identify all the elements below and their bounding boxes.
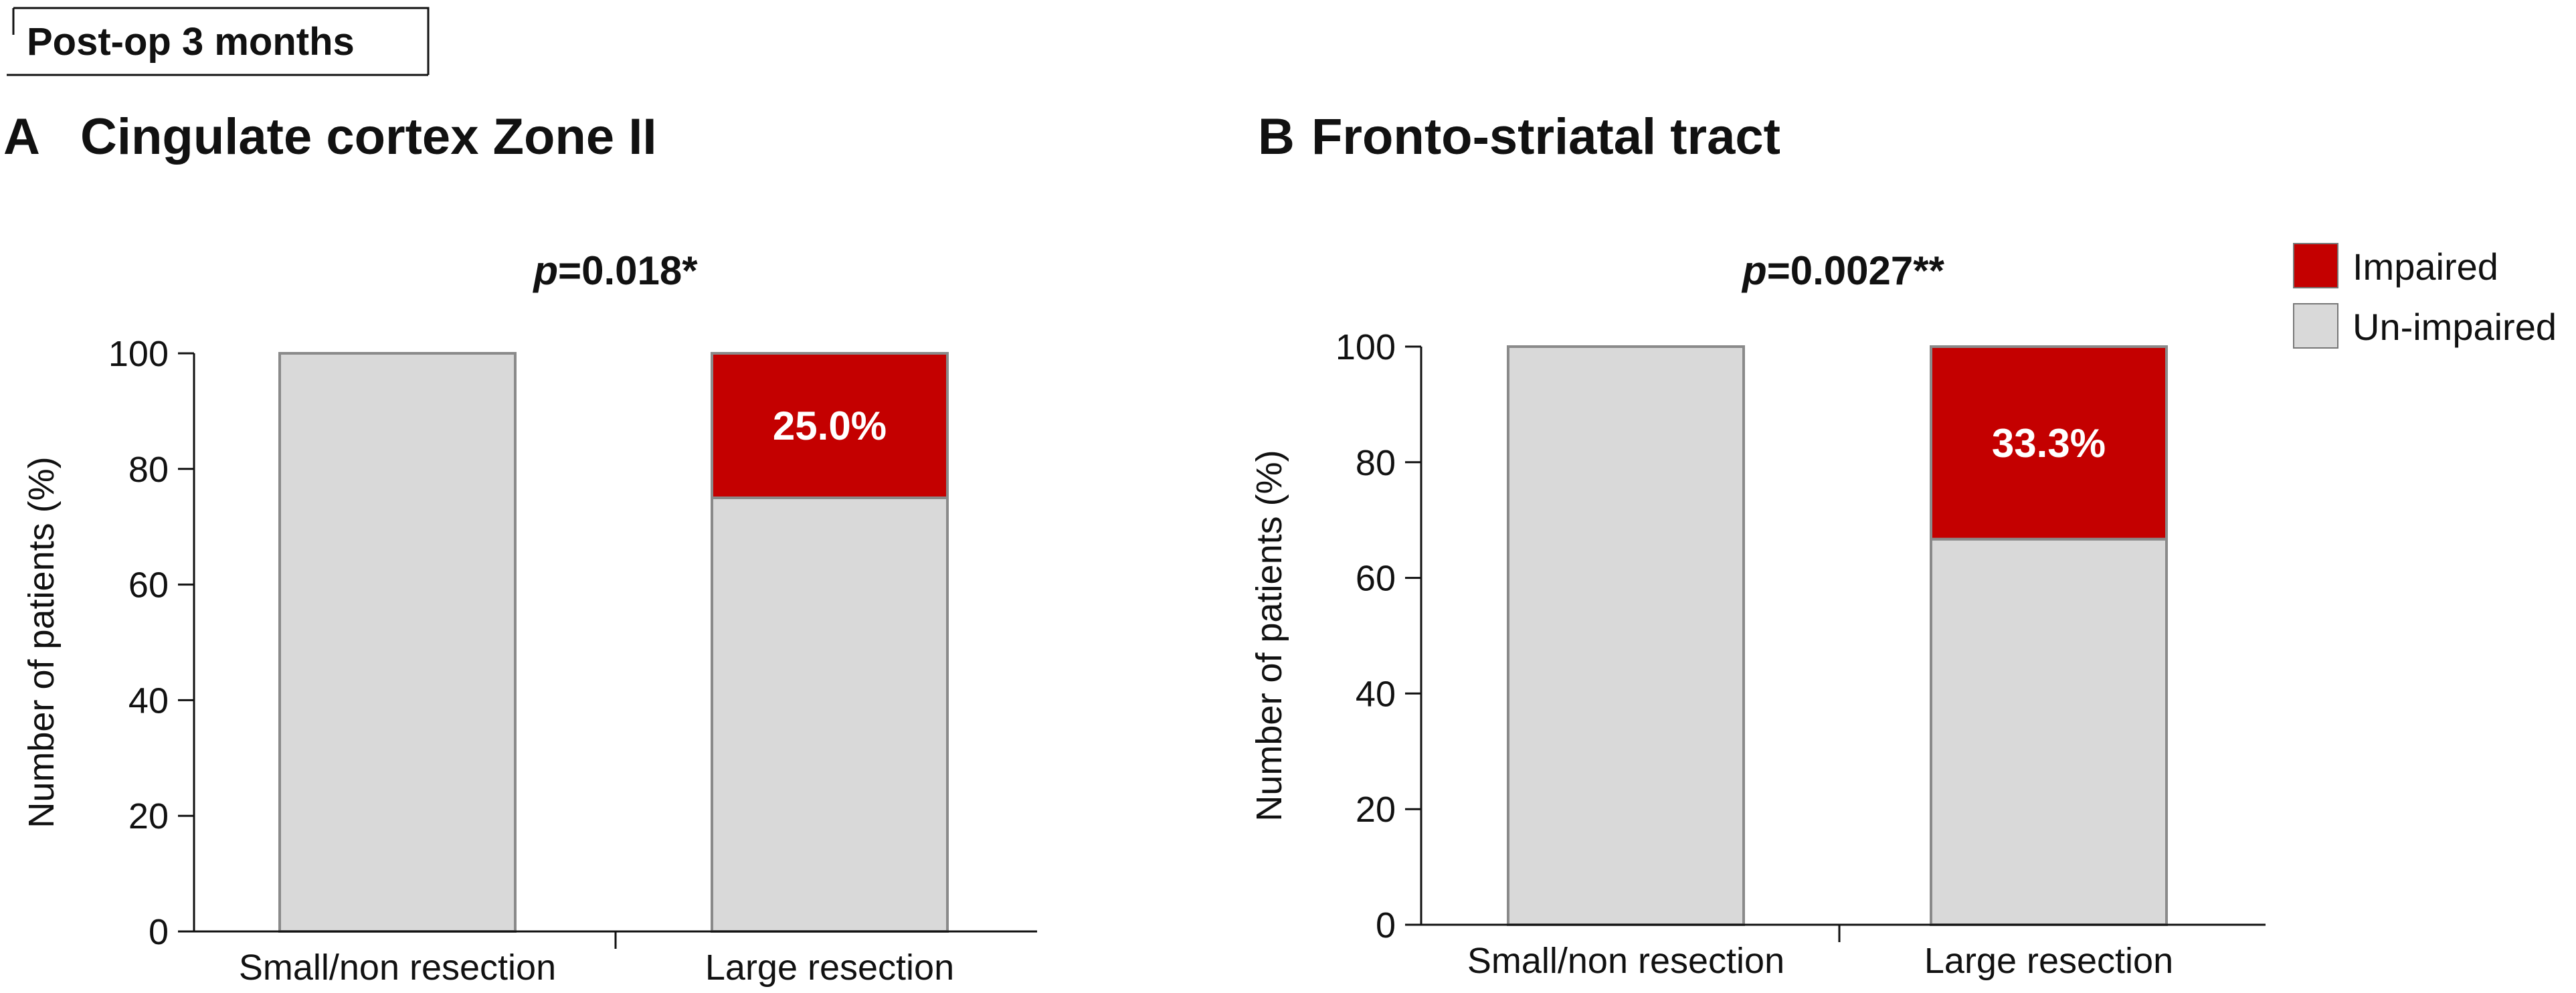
- bar-un-impaired-1: [711, 496, 949, 933]
- p-value-annotation: p=0.018*: [532, 248, 698, 293]
- p-value-annotation: p=0.0027**: [1741, 248, 1945, 293]
- bar-impaired-1: [1930, 345, 2168, 541]
- x-tick-label-1: Large resection: [705, 947, 954, 988]
- y-tick-label: 40: [128, 681, 169, 721]
- y-tick-label: 100: [108, 334, 169, 374]
- legend-swatch-impaired: [2293, 243, 2338, 288]
- legend-swatch-unimpaired: [2293, 303, 2338, 349]
- p-value-symbol: p: [532, 248, 558, 293]
- p-value-text: =0.018*: [558, 248, 698, 293]
- chart-panel-a: A Cingulate cortex Zone II p=0.018* Small/n…: [3, 108, 1037, 988]
- y-tick-label: 20: [128, 796, 169, 836]
- y-tick-label: 0: [1376, 905, 1396, 945]
- x-tick-label-0: Small/non resection: [239, 947, 556, 988]
- y-tick-label: 60: [128, 565, 169, 606]
- bar-un-impaired-0: [1507, 345, 1745, 926]
- y-tick-label: 80: [128, 450, 169, 490]
- panel-letter: B: [1258, 108, 1295, 165]
- header-label: Post-op 3 months: [27, 20, 355, 64]
- x-tick-label-1: Large resection: [1924, 941, 2173, 981]
- y-axis-label: Number of patients (%): [21, 456, 62, 828]
- data-label-1: 33.3%: [1992, 421, 2106, 466]
- y-axis-label: Number of patients (%): [1249, 450, 1289, 821]
- header-badge: Post-op 3 months: [7, 7, 430, 76]
- y-tick-label: 0: [149, 912, 169, 952]
- y-tick-label: 80: [1356, 443, 1396, 483]
- p-value-symbol: p: [1741, 248, 1767, 293]
- y-tick-label: 20: [1356, 790, 1396, 830]
- chart-title: Cingulate cortex Zone II: [80, 108, 656, 165]
- p-value-text: =0.0027**: [1767, 248, 1945, 293]
- legend: Impaired Un-impaired: [2293, 243, 2557, 349]
- y-tick-label: 40: [1356, 674, 1396, 714]
- bar-impaired-1: [711, 352, 949, 499]
- panels: A Cingulate cortex Zone IIp=0.018*Small/n…: [3, 108, 2266, 988]
- legend-label-impaired: Impaired: [2353, 246, 2498, 288]
- data-label-1: 25.0%: [773, 403, 887, 448]
- panel-letter: A: [3, 108, 40, 165]
- bar-un-impaired-0: [278, 352, 517, 933]
- bar-un-impaired-1: [1930, 537, 2168, 926]
- legend-label-unimpaired: Un-impaired: [2353, 306, 2557, 348]
- chart-panel-b: B Fronto-striatal tract p=0.0027** Small/no…: [1249, 108, 2266, 981]
- y-tick-label: 60: [1356, 559, 1396, 599]
- chart-title: Fronto-striatal tract: [1311, 108, 1780, 165]
- y-tick-label: 100: [1336, 327, 1396, 367]
- x-tick-label-0: Small/non resection: [1467, 941, 1784, 981]
